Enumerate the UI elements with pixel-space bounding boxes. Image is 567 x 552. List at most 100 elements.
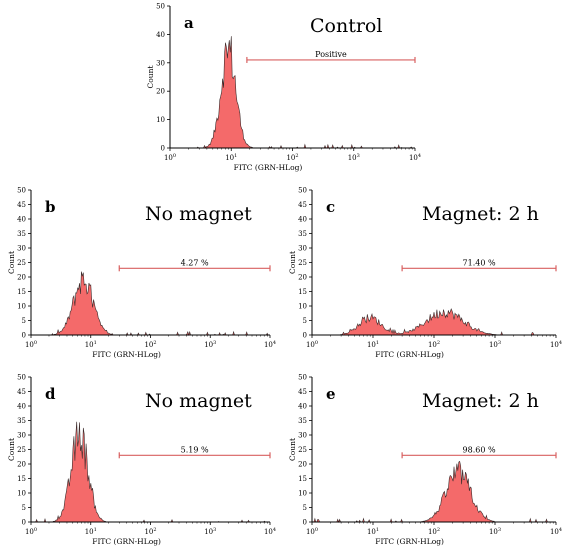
x-tick-label: 103: [489, 340, 501, 349]
histogram-area: [31, 271, 270, 337]
y-tick-label: 0: [303, 519, 307, 527]
x-tick-label: 104: [550, 527, 562, 536]
x-axis-label: FITC (GRN-HLog): [234, 163, 303, 172]
x-tick-label: 102: [428, 340, 440, 349]
y-tick-label: 15: [17, 475, 26, 483]
x-axis-label: FITC (GRN-HLog): [375, 350, 444, 359]
x-tick-label: 101: [367, 340, 379, 349]
gate-label: 98.60 %: [463, 445, 496, 454]
y-tick-label: 30: [298, 432, 307, 440]
x-tick-label: 101: [85, 527, 97, 536]
y-tick-label: 35: [17, 417, 26, 425]
y-tick-label: 50: [298, 187, 307, 195]
x-tick-label: 103: [348, 153, 360, 162]
histogram-panel-c: 0 5 10 15 20 25 30 35 40 45 50 100 101 102 103 104 FITC …: [288, 187, 562, 360]
y-tick-label: 5: [303, 504, 307, 512]
y-tick-label: 0: [161, 145, 165, 153]
x-tick-label: 102: [144, 340, 156, 349]
y-axis-label: Count: [288, 438, 297, 461]
x-tick-label: 104: [409, 153, 421, 162]
histogram-area: [312, 460, 556, 523]
y-tick-label: 30: [17, 245, 26, 253]
x-tick-label: 104: [264, 340, 276, 349]
histogram-area: [31, 421, 270, 523]
panel-letter: b: [45, 198, 56, 216]
x-tick-label: 101: [367, 527, 379, 536]
y-axis-label: Count: [288, 251, 297, 274]
y-tick-label: 5: [22, 317, 26, 325]
panel-letter: a: [184, 14, 194, 32]
x-tick-label: 100: [306, 340, 318, 349]
y-tick-label: 25: [298, 446, 307, 454]
y-tick-label: 20: [298, 274, 307, 282]
x-tick-label: 103: [489, 527, 501, 536]
histogram-area: [170, 36, 415, 149]
y-tick-label: 40: [17, 403, 26, 411]
y-tick-label: 10: [298, 490, 307, 498]
y-tick-label: 30: [298, 245, 307, 253]
panel-letter: d: [45, 385, 56, 403]
y-tick-label: 5: [303, 317, 307, 325]
y-tick-label: 10: [17, 303, 26, 311]
y-tick-label: 5: [22, 504, 26, 512]
y-tick-label: 40: [298, 403, 307, 411]
y-tick-label: 20: [298, 461, 307, 469]
y-tick-label: 30: [156, 59, 165, 67]
y-tick-label: 0: [22, 519, 26, 527]
y-tick-label: 20: [156, 88, 165, 96]
y-tick-label: 50: [17, 187, 26, 195]
x-tick-label: 101: [85, 340, 97, 349]
x-tick-label: 104: [264, 527, 276, 536]
x-tick-label: 103: [204, 340, 216, 349]
histogram-panel-a: 0 10 20 30 40 50 100 101 102 103 104 FITC (GRN-HLog…: [146, 3, 421, 173]
gate-label: Positive: [315, 50, 347, 59]
y-tick-label: 50: [298, 374, 307, 382]
x-tick-label: 100: [164, 153, 176, 162]
y-tick-label: 10: [156, 116, 165, 124]
y-tick-label: 25: [17, 446, 26, 454]
y-tick-label: 25: [17, 259, 26, 267]
x-tick-label: 100: [25, 340, 37, 349]
panel-title: No magnet: [145, 203, 252, 225]
x-axis-label: FITC (GRN-HLog): [92, 537, 161, 546]
y-tick-label: 30: [17, 432, 26, 440]
y-axis-label: Count: [7, 438, 16, 461]
y-tick-label: 40: [298, 216, 307, 224]
x-axis-label: FITC (GRN-HLog): [92, 350, 161, 359]
y-tick-label: 15: [298, 288, 307, 296]
y-tick-label: 15: [298, 475, 307, 483]
y-tick-label: 0: [22, 332, 26, 340]
panel-title: No magnet: [145, 390, 252, 412]
y-tick-label: 40: [156, 31, 165, 39]
x-axis-label: FITC (GRN-HLog): [375, 537, 444, 546]
panel-letter: e: [326, 385, 336, 403]
y-tick-label: 20: [17, 274, 26, 282]
panel-title: Magnet: 2 h: [422, 203, 539, 225]
panel-title: Control: [310, 15, 382, 37]
y-tick-label: 50: [156, 3, 165, 11]
panel-letter: c: [326, 198, 335, 216]
panel-title: Magnet: 2 h: [422, 390, 539, 412]
x-tick-label: 100: [25, 527, 37, 536]
x-tick-label: 100: [306, 527, 318, 536]
y-tick-label: 25: [298, 259, 307, 267]
histogram-panel-b: 0 5 10 15 20 25 30 35 40 45 50 100 101 102 103 104 FITC …: [7, 187, 276, 360]
histogram-area: [312, 308, 556, 336]
y-tick-label: 35: [298, 230, 307, 238]
y-tick-label: 35: [17, 230, 26, 238]
y-tick-label: 15: [17, 288, 26, 296]
x-tick-label: 102: [144, 527, 156, 536]
y-axis-label: Count: [146, 66, 155, 89]
y-tick-label: 50: [17, 374, 26, 382]
y-tick-label: 20: [17, 461, 26, 469]
histogram-panel-e: 0 5 10 15 20 25 30 35 40 45 50 100 101 102 103 104 FITC …: [288, 374, 562, 547]
y-tick-label: 40: [17, 216, 26, 224]
y-tick-label: 35: [298, 417, 307, 425]
gate-label: 5.19 %: [181, 445, 209, 454]
y-tick-label: 45: [298, 201, 307, 209]
y-axis-label: Count: [7, 251, 16, 274]
x-tick-label: 102: [286, 153, 298, 162]
histogram-panel-d: 0 5 10 15 20 25 30 35 40 45 50 100 101 102 103 104 FITC …: [7, 374, 276, 547]
y-tick-label: 45: [298, 388, 307, 396]
